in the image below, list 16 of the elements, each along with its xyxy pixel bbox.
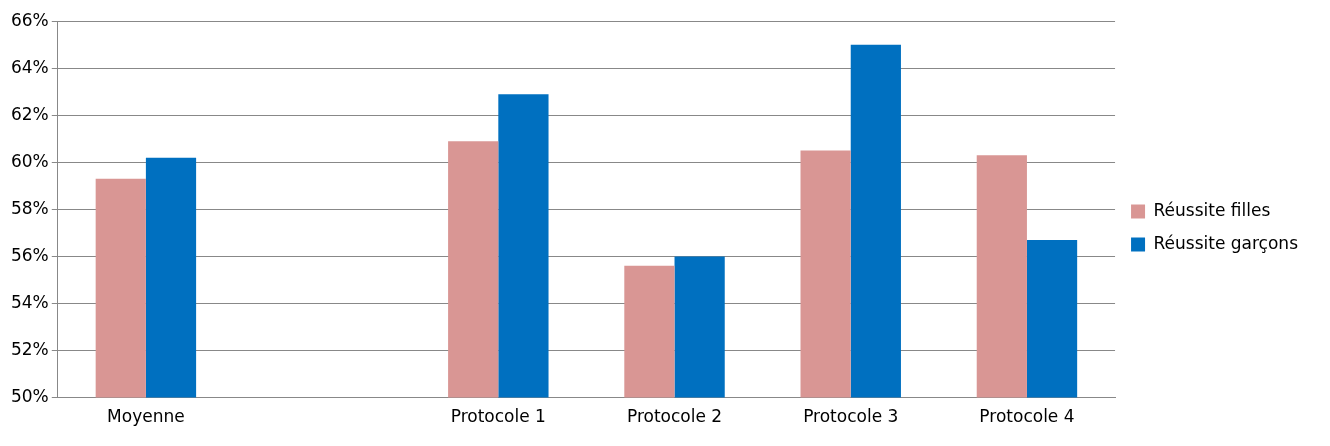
- y-tick-label: 56%: [10, 244, 49, 265]
- y-tick-label: 52%: [10, 338, 49, 359]
- y-tick-label: 62%: [10, 103, 49, 124]
- x-tick-label: Moyenne: [107, 406, 185, 427]
- y-tick-label: 50%: [10, 386, 49, 407]
- x-tick-label: Protocole 1: [450, 406, 546, 427]
- legend-label: Réussite filles: [1153, 199, 1271, 220]
- y-tick-label: 54%: [10, 291, 49, 312]
- x-tick-label: Protocole 4: [979, 406, 1075, 427]
- legend-label: Réussite garçons: [1153, 232, 1299, 253]
- y-tick-label: 58%: [10, 197, 49, 218]
- x-tick-label: Protocole 3: [803, 406, 899, 427]
- x-tick-label: Protocole 2: [626, 406, 723, 427]
- y-tick-label: 60%: [10, 150, 49, 171]
- y-tick-label: 64%: [10, 56, 49, 77]
- y-tick-label: 66%: [10, 9, 49, 30]
